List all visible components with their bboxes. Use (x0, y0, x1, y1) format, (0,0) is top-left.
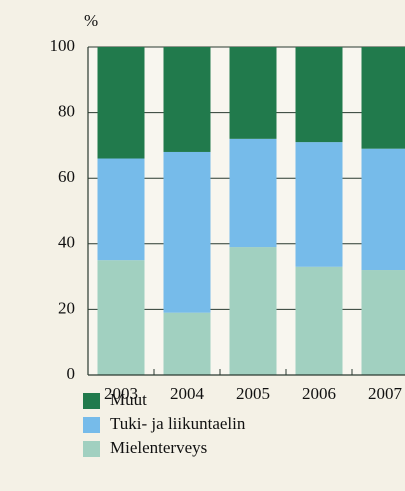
x-tick-label: 2004 (170, 384, 205, 403)
bar-segment (97, 260, 145, 375)
bar-segment (361, 148, 405, 271)
x-tick-label: 2006 (302, 384, 336, 403)
y-tick-label: 60 (58, 167, 75, 186)
y-tick-label: 0 (67, 364, 76, 383)
bar-segment (163, 312, 211, 375)
legend-swatch (83, 441, 100, 457)
bar-segment (97, 158, 145, 261)
bar-segment (97, 47, 145, 159)
x-tick-label: 2003 (104, 384, 138, 403)
bar-segment (295, 47, 343, 143)
bar-segment (361, 47, 405, 149)
y-tick-label: 40 (58, 233, 75, 252)
bar-segment (229, 138, 277, 248)
x-tick-label: 2007 (368, 384, 403, 403)
legend-label: Mielenterveys (110, 438, 207, 457)
legend-swatch (83, 393, 100, 409)
bar-segment (361, 270, 405, 375)
y-tick-label: 80 (58, 102, 75, 121)
bar-segment (229, 47, 277, 139)
y-tick-label: 100 (50, 36, 76, 55)
bar-segment (229, 247, 277, 375)
bar-segment (295, 266, 343, 375)
legend-label: Muut (110, 390, 147, 409)
legend-label: Tuki- ja liikuntaelin (110, 414, 246, 433)
y-tick-label: 20 (58, 298, 75, 317)
x-tick-label: 2005 (236, 384, 270, 403)
legend-swatch (83, 417, 100, 433)
y-axis-label: % (84, 11, 98, 30)
bar-segment (163, 47, 211, 152)
bar-segment (163, 151, 211, 313)
bar-segment (295, 142, 343, 267)
